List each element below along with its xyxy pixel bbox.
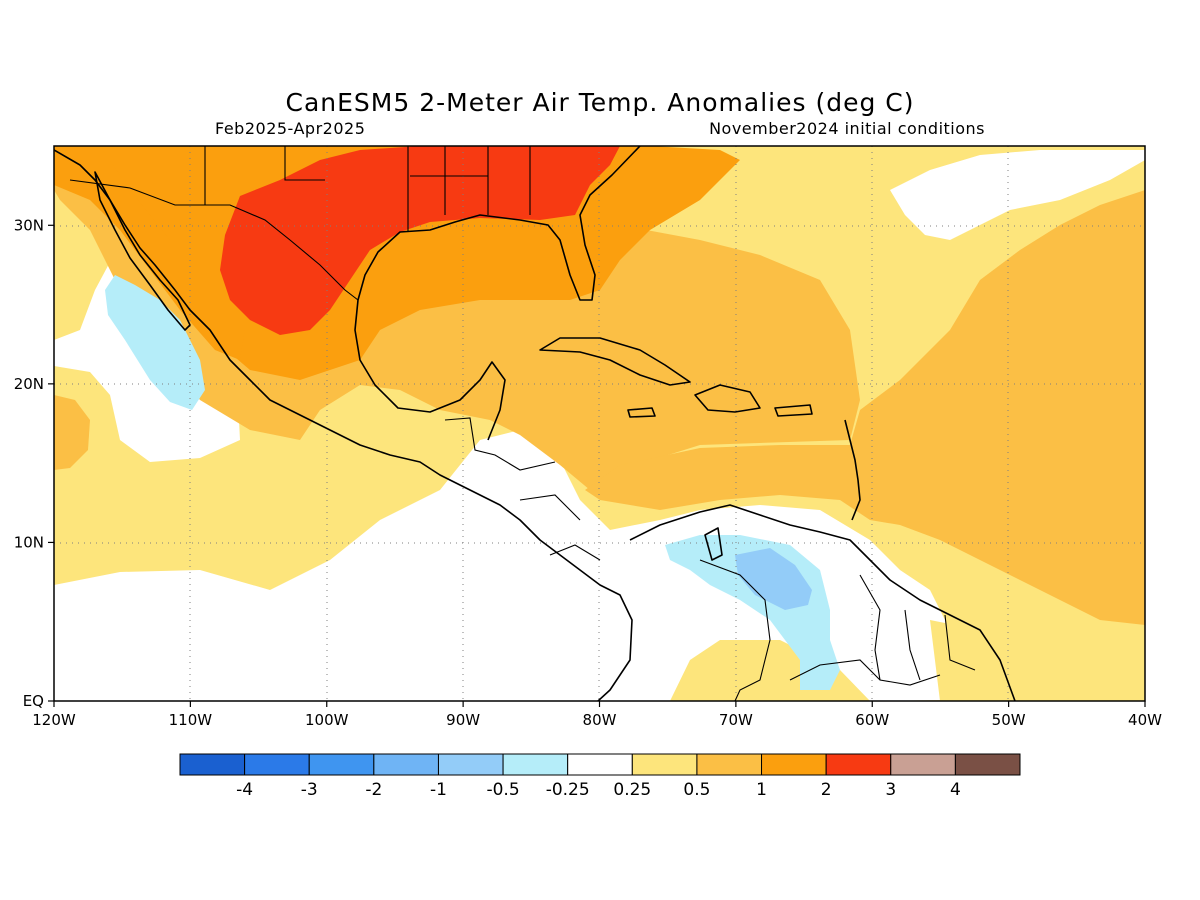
warm-region-atlantic-tropics (585, 190, 1145, 625)
forecast-period: Feb2025-Apr2025 (215, 119, 365, 138)
colorbar-label: -2 (365, 780, 382, 800)
border-guyana-suriname (859, 574, 976, 681)
colorbar-swatch (696, 753, 763, 776)
grid-lines (54, 146, 1145, 701)
colorbar-swatch (502, 753, 569, 776)
lon-tick-label: 60W (855, 711, 889, 729)
colorbar-label: -1 (430, 780, 447, 800)
coastline-north-america-pacific (54, 149, 633, 701)
border-brazil (789, 659, 941, 686)
border-state-lines (204, 146, 531, 232)
coastline-jamaica (627, 407, 656, 418)
coastline-baja (94, 171, 191, 331)
colorbar-label: 0.5 (683, 780, 710, 800)
colorbar-label: -3 (301, 780, 318, 800)
map-area (54, 146, 1145, 701)
warmer-region-pacific-coast (54, 146, 245, 360)
coastline-lake-maracaibo (704, 527, 723, 561)
political-borders (69, 146, 976, 701)
cool-region-baja-pacific (105, 275, 205, 410)
coastline-south-america (629, 504, 1016, 701)
colorbar-swatch (761, 753, 827, 776)
border-central-america (444, 417, 601, 561)
colorbar-swatch (825, 753, 892, 776)
coastline-lesser-antilles (844, 419, 861, 521)
colorbar-label: 1 (756, 780, 767, 800)
hot-region-texas-southeast (220, 146, 620, 335)
neutral-region-north-atlantic (890, 150, 1145, 240)
coastline-hispaniola (694, 384, 761, 413)
colorbar-swatch (437, 753, 504, 776)
colorbar-swatch (631, 753, 698, 776)
colorbar-swatch (567, 753, 633, 776)
coastlines (54, 146, 1016, 701)
lon-tick-label: 120W (32, 711, 76, 729)
lat-tick-label: EQ (23, 692, 44, 710)
colorbar-label: 2 (821, 780, 832, 800)
longitude-axis: 120W 110W 100W 90W 80W 70W 60W 50W 40W (32, 701, 1162, 729)
colorbar: -4 -3 -2 -1 -0.5 -0.25 0.25 0.5 1 2 3 4 (179, 753, 1021, 800)
chart-title: CanESM5 2-Meter Air Temp. Anomalies (deg… (286, 88, 915, 117)
colorbar-swatch (373, 753, 439, 776)
lon-tick-label: 80W (583, 711, 617, 729)
lat-tick-label: 20N (14, 375, 44, 393)
colorbar-label: 4 (950, 780, 961, 800)
colorbar-label: -0.5 (486, 780, 519, 800)
warm-region-west-coast (54, 395, 90, 470)
lon-tick-label: 40W (1128, 711, 1162, 729)
colorbar-swatch (244, 753, 310, 776)
coastline-cuba (539, 337, 691, 386)
colorbar-swatch (954, 753, 1021, 776)
lon-tick-label: 50W (992, 711, 1026, 729)
lon-tick-label: 110W (169, 711, 213, 729)
latitude-axis: EQ 10N 20N 30N (14, 216, 54, 710)
colorbar-swatch (890, 753, 956, 776)
border-colombia-venezuela (699, 559, 771, 701)
lat-tick-label: 30N (14, 216, 44, 234)
colorbar-label: 0.25 (613, 780, 651, 800)
coastline-gulf-of-mexico (354, 146, 641, 441)
lon-tick-label: 70W (719, 711, 753, 729)
initial-conditions-label: November2024 initial conditions (709, 119, 985, 138)
colder-region-venezuela (735, 548, 812, 610)
lat-tick-label: 10N (14, 533, 44, 551)
warm-region-southern-atlantic (930, 620, 1145, 701)
lon-tick-label: 100W (305, 711, 349, 729)
colorbar-label: -4 (236, 780, 253, 800)
colorbar-swatch (179, 753, 246, 776)
lon-tick-label: 90W (446, 711, 480, 729)
colorbar-swatch (308, 753, 375, 776)
coastline-puerto-rico (774, 404, 813, 417)
neutral-region-central-america (54, 430, 950, 701)
border-us-mexico (69, 179, 359, 301)
colorbar-label: -0.25 (546, 780, 590, 800)
colorbar-label: 3 (885, 780, 896, 800)
